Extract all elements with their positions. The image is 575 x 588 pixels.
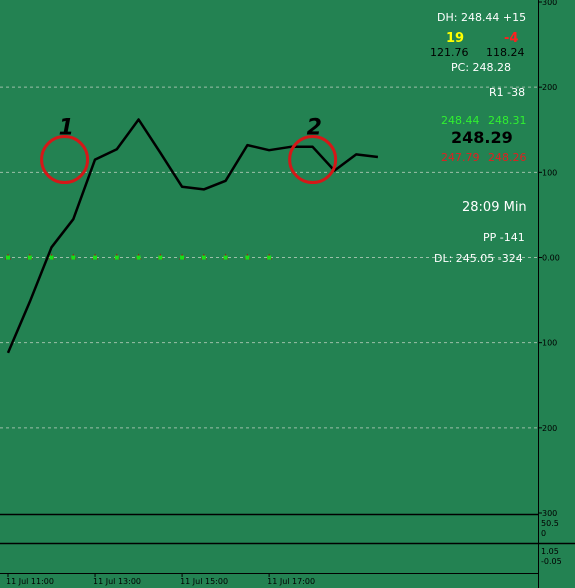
zero-dot-6: [49, 255, 54, 260]
val-left: 121.76: [430, 46, 469, 59]
bid-left: 247.79: [441, 151, 480, 164]
count-up: 19: [446, 31, 465, 46]
x-tick-label-1: 11 Jul 11:00: [6, 577, 54, 586]
sub1-label-0: 50.5: [541, 519, 559, 528]
y-tick-label-4: 100: [542, 339, 557, 348]
zero-dot-16: [267, 255, 272, 260]
zero-dot-5: [27, 255, 32, 260]
annotation-label-0: 1: [59, 116, 74, 141]
zero-dot-12: [180, 255, 185, 260]
zero-dot-8: [93, 255, 98, 260]
y-axis: 300 200 100 0.00 100 200 300: [538, 0, 560, 588]
zero-dot-15: [245, 255, 250, 260]
y-tick-label-1: 200: [542, 83, 557, 92]
bid-right: 248.26: [488, 151, 527, 164]
sub1-label-1: 0: [541, 529, 546, 538]
annotation-circle-0: [40, 135, 90, 185]
sub2-label-0: 1.05: [541, 547, 559, 556]
x-tick-label-3: 11 Jul 15:00: [180, 577, 228, 586]
r1-label: R1 -38: [489, 86, 526, 99]
y-tick-label-0: 300: [542, 0, 557, 7]
dh-label: DH: 248.44 +15: [437, 11, 527, 24]
zero-dot-7: [71, 255, 76, 260]
y-tick-label-3: 0.00: [542, 254, 560, 263]
x-tick-label-2: 11 Jul 13:00: [93, 577, 141, 586]
x-tick-label-4: 11 Jul 17:00: [267, 577, 315, 586]
zero-dots: [6, 255, 272, 260]
zero-dot-13: [201, 255, 206, 260]
y-tick-label-6: 300: [542, 509, 557, 518]
zero-dot-4: [6, 255, 10, 260]
current-price: 248.29: [451, 128, 513, 147]
zero-dot-9: [114, 255, 119, 260]
y-tick-label-2: 100: [542, 168, 557, 177]
zero-dot-11: [158, 255, 163, 260]
sub-panel-2: 1.05-0.05: [0, 542, 575, 566]
timer: 28:09 Min: [462, 200, 527, 215]
ask-right: 248.31: [488, 114, 527, 127]
annotation-circle-1: [288, 135, 338, 185]
val-right: 118.24: [486, 46, 525, 59]
pc-label: PC: 248.28: [451, 61, 512, 74]
y-tick-label-5: 200: [542, 424, 557, 433]
annotation-label-1: 2: [307, 116, 322, 141]
ask-left: 248.44: [441, 114, 480, 127]
pp-label: PP -141: [483, 231, 525, 244]
lines: [6, 118, 379, 354]
sub-panel-1: 50.50: [0, 513, 559, 538]
dl-label: DL: 245.05 -324: [434, 252, 523, 265]
zero-dot-10: [136, 255, 141, 260]
sub2-label-1: -0.05: [541, 557, 562, 566]
count-down: -4: [504, 31, 519, 46]
zero-dot-14: [223, 255, 228, 260]
series-line-0: [6, 118, 379, 354]
